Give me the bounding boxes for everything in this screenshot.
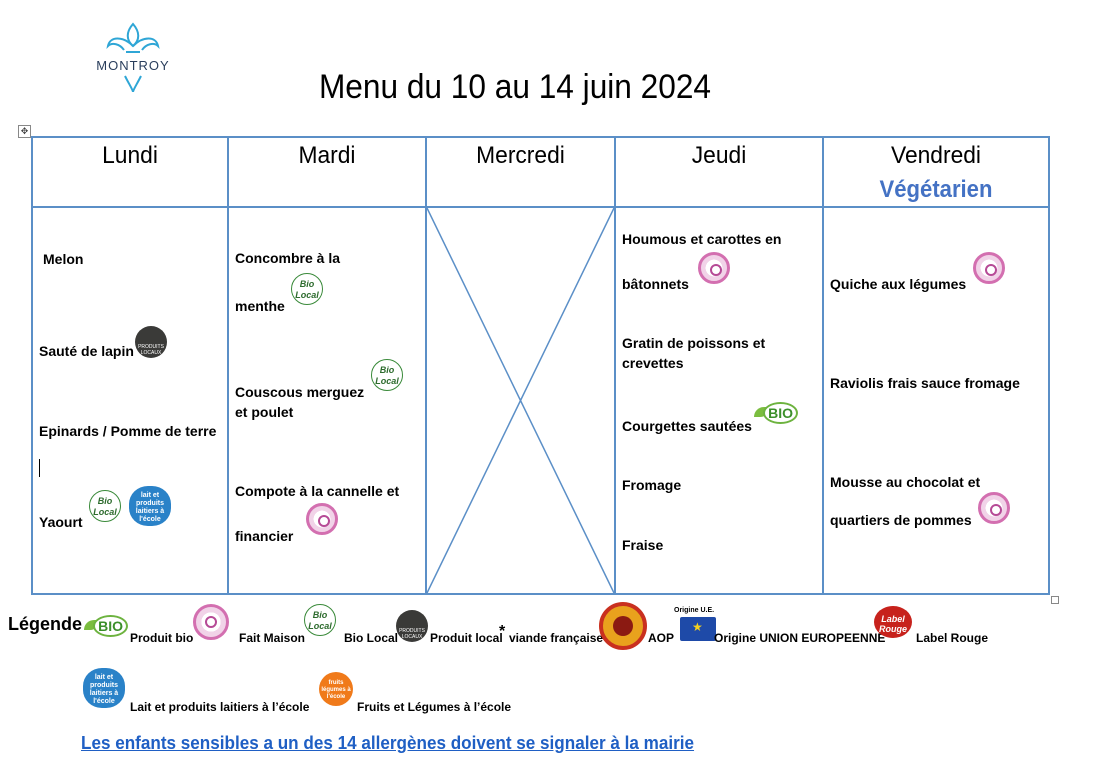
eu-flag-icon	[680, 617, 716, 641]
header-mardi: Mardi	[298, 142, 356, 169]
fait-maison-icon	[698, 252, 730, 284]
header-mercredi: Mercredi	[476, 142, 565, 169]
fait-maison-icon	[193, 604, 229, 640]
mardi-item: et poulet	[235, 404, 294, 420]
table-border-top	[31, 136, 1050, 138]
legend-bio-local: Bio Local	[344, 631, 399, 645]
produit-local-icon: PRODUITS LOCAUX	[135, 326, 167, 358]
bio-local-icon: Bio Local	[304, 604, 336, 636]
table-border-left	[31, 136, 33, 595]
mercredi-closed-cross	[427, 208, 614, 593]
label-rouge-icon: Label Rouge	[874, 606, 912, 638]
legend-label-rouge: Label Rouge	[916, 631, 989, 645]
logo-text: MONTROY	[96, 58, 170, 73]
column-divider	[614, 136, 616, 595]
fleur-tail-icon	[124, 75, 142, 93]
mardi-item: Concombre à la	[235, 250, 341, 266]
column-divider	[425, 136, 427, 595]
page-title: Menu du 10 au 14 juin 2024	[318, 68, 712, 106]
vendredi-item: quartiers de pommes	[830, 512, 972, 528]
header-jeudi: Jeudi	[691, 142, 747, 169]
column-divider	[227, 136, 229, 595]
jeudi-item: Gratin de poissons et	[622, 335, 766, 351]
allergen-notice-link[interactable]: Les enfants sensibles a un des 14 allerg…	[81, 733, 695, 753]
mardi-item: menthe	[235, 298, 285, 314]
lundi-item: Melon	[43, 251, 84, 267]
fait-maison-icon	[978, 492, 1010, 524]
jeudi-item: Fromage	[622, 477, 682, 493]
fruits-legumes-icon: fruits légumes à l'école	[319, 672, 353, 706]
produit-local-icon: PRODUITS LOCAUX	[396, 610, 428, 642]
fleur-de-lis-icon	[106, 22, 160, 53]
jeudi-item: crevettes	[622, 355, 684, 371]
lundi-item: Yaourt	[39, 514, 83, 530]
legend-fruits: Fruits et Légumes à l’école	[357, 700, 512, 714]
legend-origine-ue: Origine UNION EUROPEENNE	[714, 631, 886, 645]
table-move-handle[interactable]: ✥	[18, 125, 31, 138]
jeudi-item: Fraise	[622, 537, 664, 553]
legend-star: *	[499, 623, 506, 640]
fait-maison-icon	[973, 252, 1005, 284]
menu-table	[31, 136, 1050, 595]
lait-ecole-icon: lait et produits laitiers à l'école	[83, 668, 125, 708]
aop-icon	[599, 602, 647, 650]
legend-aop: AOP	[648, 631, 675, 645]
mardi-item: Compote à la cannelle et	[235, 483, 400, 499]
legend-origine-label: Origine U.E.	[674, 607, 715, 614]
jeudi-item: bâtonnets	[622, 276, 689, 292]
legend-lait: Lait et produits laitiers à l’école	[130, 700, 310, 714]
bio-local-icon: Bio Local	[371, 359, 403, 391]
fait-maison-icon	[306, 503, 338, 535]
bio-local-icon: Bio Local	[291, 273, 323, 305]
bio-icon: BIO	[754, 397, 798, 427]
legend-title: Légende	[8, 614, 83, 634]
vendredi-item: Raviolis frais sauce fromage	[830, 375, 1020, 391]
header-lundi: Lundi	[102, 142, 158, 169]
vendredi-item: Quiche aux légumes	[830, 276, 967, 292]
legend-produit-local: Produit local	[430, 631, 503, 645]
table-border-right	[1048, 136, 1050, 595]
legend-viande: viande française	[509, 631, 604, 645]
lundi-item: Epinards / Pomme de terre	[39, 423, 217, 439]
table-resize-handle[interactable]	[1051, 596, 1059, 604]
legend-produit-bio: Produit bio	[130, 631, 194, 645]
vendredi-item: Mousse au chocolat et	[830, 474, 981, 490]
jeudi-item: Courgettes sautées	[622, 418, 752, 434]
mardi-item: financier	[235, 528, 294, 544]
mardi-item: Couscous merguez	[235, 384, 365, 400]
lait-ecole-icon: lait et produits laitiers à l'école	[129, 486, 171, 526]
vendredi-theme: Végétarien	[879, 176, 993, 203]
text-cursor	[39, 459, 40, 477]
lundi-item: Sauté de lapin	[39, 343, 134, 359]
legend-fait-maison: Fait Maison	[239, 631, 306, 645]
header-vendredi: Vendredi	[890, 142, 982, 169]
bio-icon: BIO	[84, 610, 128, 640]
bio-local-icon: Bio Local	[89, 490, 121, 522]
table-border-bottom	[31, 593, 1050, 595]
column-divider	[822, 136, 824, 595]
table-header-separator	[31, 206, 1050, 208]
jeudi-item: Houmous et carottes en	[622, 231, 782, 247]
montroy-logo: MONTROY	[88, 22, 178, 94]
